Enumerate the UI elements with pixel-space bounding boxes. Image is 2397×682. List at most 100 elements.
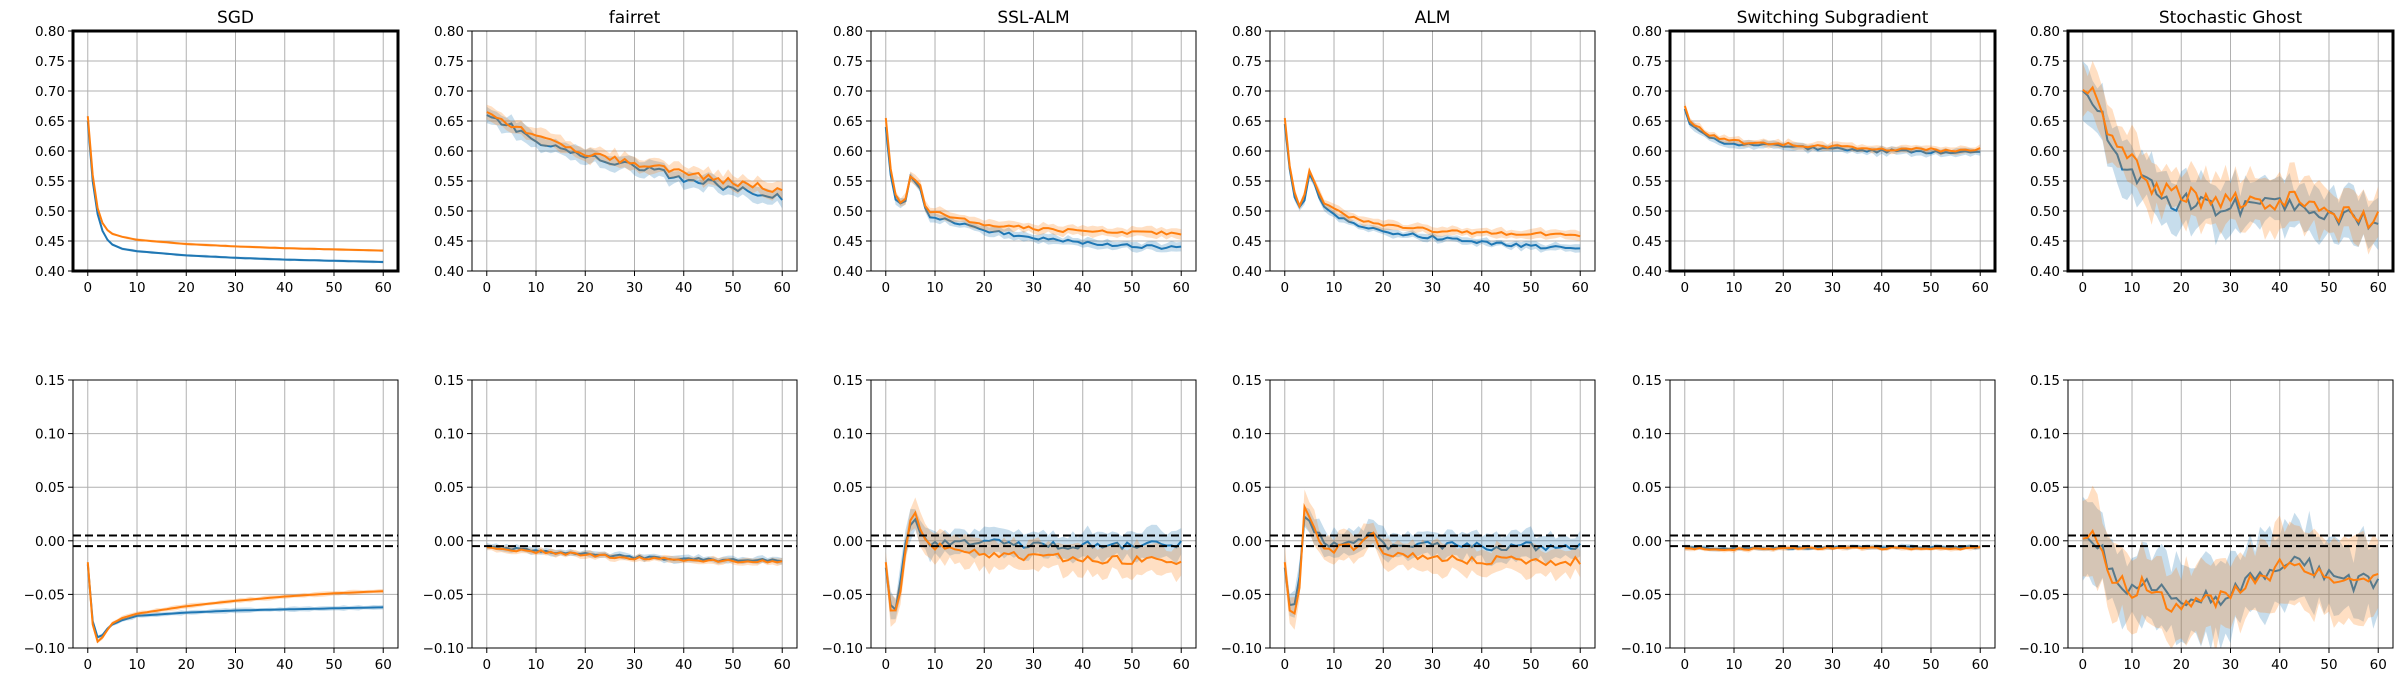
plot-area	[1283, 114, 1581, 253]
x-tick-label: 20	[976, 280, 993, 296]
y-tick-label: 0.70	[833, 84, 863, 100]
y-tick-label: 0.10	[1232, 427, 1262, 443]
series-blue-band	[486, 106, 783, 209]
y-tick-label: 0.05	[434, 480, 464, 496]
y-tick-label: 0.80	[434, 24, 464, 40]
y-tick-label: 0.80	[833, 24, 863, 40]
y-tick-label: 0.55	[833, 174, 863, 190]
panel-7: 0 10 20 30 40 50 60 −0.10 −0.05 0.00 0.05 0.10 0.15	[24, 373, 399, 673]
x-tick-label: 40	[1074, 657, 1091, 673]
y-tick-label: 0.65	[833, 114, 863, 130]
x-tick-label: 30	[1824, 280, 1841, 296]
y-tick-label: 0.10	[35, 427, 65, 443]
plot-area	[2082, 60, 2380, 255]
y-tick-label: 0.65	[1232, 114, 1262, 130]
x-tick-label: 10	[2123, 657, 2140, 673]
x-tick-label: 50	[1123, 280, 1140, 296]
x-tick-label: 10	[128, 657, 145, 673]
x-tick-label: 40	[1873, 280, 1890, 296]
y-tick-label: 0.15	[35, 373, 65, 389]
y-tick-label: −0.10	[822, 641, 863, 657]
plot-area	[472, 534, 797, 567]
x-tick-label: 60	[774, 280, 791, 296]
y-tick-label: 0.50	[1232, 204, 1262, 220]
panel-10: 0 10 20 30 40 50 60 −0.10 −0.05 0.00 0.05 0.10 0.15	[1221, 373, 1596, 673]
x-tick-label: 10	[2123, 280, 2140, 296]
y-tick-label: 0.15	[833, 373, 863, 389]
x-tick-label: 50	[724, 657, 741, 673]
y-tick-label: 0.45	[833, 234, 863, 250]
plot-area	[73, 534, 398, 644]
series-orange-line	[86, 562, 384, 644]
y-tick-label: 0.40	[1632, 264, 1662, 280]
series-orange-line	[86, 116, 384, 252]
x-tick-label: 40	[1473, 657, 1490, 673]
x-tick-label: 40	[675, 657, 692, 673]
y-tick-label: 0.45	[434, 234, 464, 250]
y-tick-label: 0.00	[35, 534, 65, 550]
x-tick-label: 30	[1025, 280, 1042, 296]
x-tick-label: 30	[1025, 657, 1042, 673]
y-tick-label: 0.00	[1632, 534, 1662, 550]
series-blue-band	[885, 508, 1182, 620]
x-tick-label: 40	[276, 657, 293, 673]
series-blue-band	[2082, 496, 2379, 648]
panel-title: fairret	[609, 8, 661, 28]
plot-area	[884, 113, 1182, 253]
y-tick-label: −0.05	[822, 587, 863, 603]
y-tick-label: 0.00	[1232, 534, 1262, 550]
y-tick-label: 0.55	[1632, 174, 1662, 190]
y-tick-label: 0.70	[1632, 84, 1662, 100]
series-blue-band	[2082, 61, 2379, 251]
y-tick-label: 0.55	[35, 174, 65, 190]
y-tick-label: 0.75	[1232, 54, 1262, 70]
series-orange-line	[884, 117, 1182, 236]
x-tick-label: 40	[2271, 657, 2288, 673]
y-tick-label: 0.65	[1632, 114, 1662, 130]
x-tick-label: 60	[1572, 280, 1589, 296]
y-tick-label: 0.55	[434, 174, 464, 190]
x-tick-label: 50	[2320, 280, 2337, 296]
y-tick-label: −0.05	[2019, 587, 2060, 603]
x-tick-label: 10	[1325, 280, 1342, 296]
y-tick-label: 0.45	[1632, 234, 1662, 250]
plot-area	[2068, 485, 2393, 648]
series-orange-band	[486, 104, 783, 201]
series-orange-line	[486, 111, 783, 193]
x-tick-label: 20	[2173, 657, 2190, 673]
y-tick-label: 0.60	[2030, 144, 2060, 160]
y-tick-label: 0.05	[2030, 480, 2060, 496]
x-tick-label: 50	[1922, 657, 1939, 673]
x-tick-label: 50	[724, 280, 741, 296]
y-tick-label: 0.15	[2030, 373, 2060, 389]
plot-area	[486, 104, 783, 209]
y-tick-label: 0.65	[434, 114, 464, 130]
x-tick-label: 20	[178, 280, 195, 296]
y-tick-label: 0.60	[1232, 144, 1262, 160]
x-tick-label: 40	[276, 280, 293, 296]
plot-area	[1683, 101, 1981, 158]
y-tick-label: 0.50	[35, 204, 65, 220]
x-tick-label: 10	[128, 280, 145, 296]
x-tick-label: 10	[527, 657, 544, 673]
x-tick-label: 50	[1522, 657, 1539, 673]
y-tick-label: 0.05	[833, 480, 863, 496]
y-tick-label: −0.10	[1221, 641, 1262, 657]
y-tick-label: 0.70	[35, 84, 65, 100]
x-tick-label: 60	[1972, 280, 1989, 296]
y-tick-label: 0.70	[2030, 84, 2060, 100]
series-orange-line	[884, 510, 1182, 612]
series-orange-band	[885, 113, 1182, 240]
y-tick-label: 0.50	[833, 204, 863, 220]
x-tick-label: 20	[178, 657, 195, 673]
x-tick-label: 50	[1922, 280, 1939, 296]
y-tick-label: 0.15	[434, 373, 464, 389]
series-orange-line	[486, 546, 783, 564]
x-tick-label: 20	[1775, 280, 1792, 296]
y-tick-label: 0.80	[2030, 24, 2060, 40]
series-blue-line	[86, 564, 384, 639]
y-tick-label: 0.00	[833, 534, 863, 550]
y-tick-label: 0.45	[35, 234, 65, 250]
x-tick-label: 20	[1775, 657, 1792, 673]
